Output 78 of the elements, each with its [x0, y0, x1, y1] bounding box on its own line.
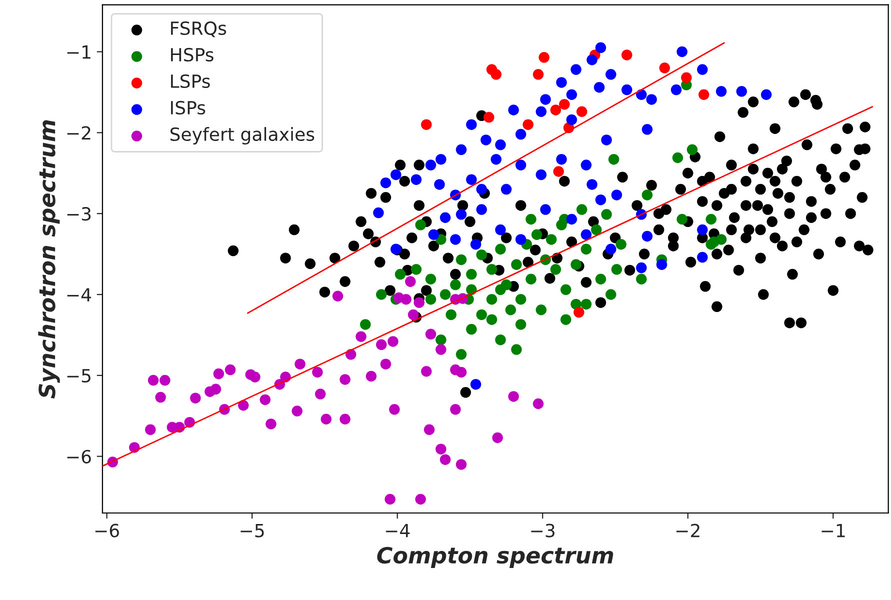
- point: [384, 494, 396, 505]
- point: [440, 454, 451, 465]
- point: [332, 290, 344, 302]
- point: [425, 328, 436, 340]
- point: [405, 276, 416, 287]
- point: [145, 424, 156, 436]
- y-tick-label: −6: [67, 450, 91, 464]
- point: [292, 406, 302, 416]
- legend-label: HSPs: [171, 48, 214, 62]
- point: [436, 344, 446, 355]
- point: [522, 119, 534, 130]
- x-axis-title: Compton spectrum: [377, 546, 614, 568]
- point: [681, 72, 692, 84]
- point: [238, 400, 249, 411]
- x-tick-label: −2: [676, 524, 700, 538]
- point: [456, 366, 467, 378]
- point: [408, 309, 419, 320]
- legend-label: LSPs: [171, 74, 210, 88]
- y-axis-title: Synchrotron spectrum: [38, 120, 60, 398]
- point: [621, 50, 632, 60]
- point: [574, 306, 584, 318]
- point: [224, 364, 236, 376]
- point: [490, 69, 502, 80]
- point: [160, 374, 170, 386]
- point: [576, 106, 588, 117]
- point: [260, 394, 271, 406]
- point: [483, 112, 494, 123]
- point: [421, 366, 432, 377]
- point: [340, 414, 350, 425]
- point: [414, 297, 425, 308]
- y-tick-label: −4: [67, 288, 92, 302]
- x-tick-label: −4: [386, 524, 410, 538]
- point: [266, 418, 276, 430]
- point: [559, 98, 570, 110]
- point: [415, 494, 426, 505]
- point: [380, 358, 392, 370]
- point: [320, 414, 332, 425]
- point: [550, 104, 562, 116]
- point: [366, 370, 377, 382]
- y-tick-label: −5: [67, 369, 90, 383]
- legend-label: FSRQs: [171, 21, 226, 38]
- point: [659, 62, 670, 74]
- point: [532, 398, 544, 410]
- point: [532, 69, 544, 80]
- point: [538, 52, 550, 63]
- point: [450, 404, 461, 415]
- y-tick-label: −1: [67, 45, 90, 59]
- x-tick-label: −3: [531, 524, 554, 538]
- point: [148, 374, 159, 386]
- point: [213, 368, 224, 380]
- point: [250, 372, 260, 382]
- x-tick-label: −6: [95, 524, 119, 538]
- point: [553, 166, 564, 177]
- x-tick-label: −5: [240, 524, 264, 538]
- point: [424, 424, 435, 436]
- point: [436, 444, 446, 454]
- legend-label: Seyfert galaxies: [170, 127, 314, 145]
- point: [356, 331, 366, 342]
- point: [314, 388, 326, 400]
- point: [294, 358, 306, 370]
- point: [492, 432, 503, 444]
- x-tick-label: −1: [822, 524, 845, 538]
- point: [508, 391, 519, 402]
- point: [190, 392, 201, 404]
- point: [312, 366, 323, 378]
- point: [698, 89, 710, 100]
- point: [456, 459, 467, 470]
- y-tick-label: −3: [67, 207, 91, 221]
- legend-label: ISPs: [171, 100, 206, 115]
- point: [388, 336, 398, 347]
- point: [421, 119, 432, 130]
- point: [340, 374, 350, 385]
- point: [155, 392, 166, 403]
- point: [393, 292, 404, 304]
- point: [210, 384, 222, 395]
- y-tick-label: −2: [67, 126, 90, 140]
- point: [389, 404, 400, 415]
- point: [376, 339, 387, 350]
